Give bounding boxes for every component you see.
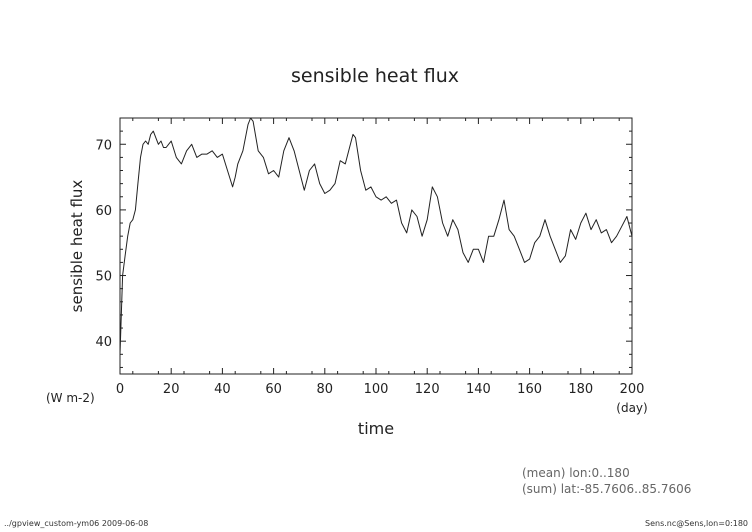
chart-title: sensible heat flux [291,65,459,87]
y-tick-label: 60 [95,204,112,219]
footer-right: Sens.nc@Sens,lon=0:180 [645,519,748,528]
x-tick-label: 60 [265,382,282,397]
y-tick-label: 40 [95,335,112,350]
y-axis: 40 50 60 70 [95,130,632,368]
sum-annotation: (sum) lat:-85.7606..85.7606 [522,482,692,496]
x-tick-label: 40 [214,382,231,397]
footer-left: ../gpview_custom-ym06 2009-06-08 [4,519,149,528]
x-unit-label: (day) [616,401,647,415]
x-tick-label: 80 [317,382,334,397]
x-tick-label: 180 [568,382,593,397]
x-tick-label: 140 [466,382,491,397]
x-tick-label: 200 [620,382,645,397]
series-line [119,117,633,355]
x-tick-label: 160 [517,382,542,397]
y-unit-label: (W m-2) [46,391,95,405]
y-tick-label: 70 [95,138,112,153]
series-layer [119,117,633,355]
y-tick-label: 50 [95,270,112,285]
x-tick-label: 100 [364,382,389,397]
x-tick-label: 120 [415,382,440,397]
x-tick-label: 20 [163,382,180,397]
x-axis-label: time [358,419,394,438]
x-tick-label: 0 [116,382,124,397]
x-axis: 0 20 40 60 80 100 120 140 160 180 200 [116,118,645,397]
y-axis-label: sensible heat flux [68,180,86,313]
mean-annotation: (mean) lon:0..180 [522,466,630,480]
